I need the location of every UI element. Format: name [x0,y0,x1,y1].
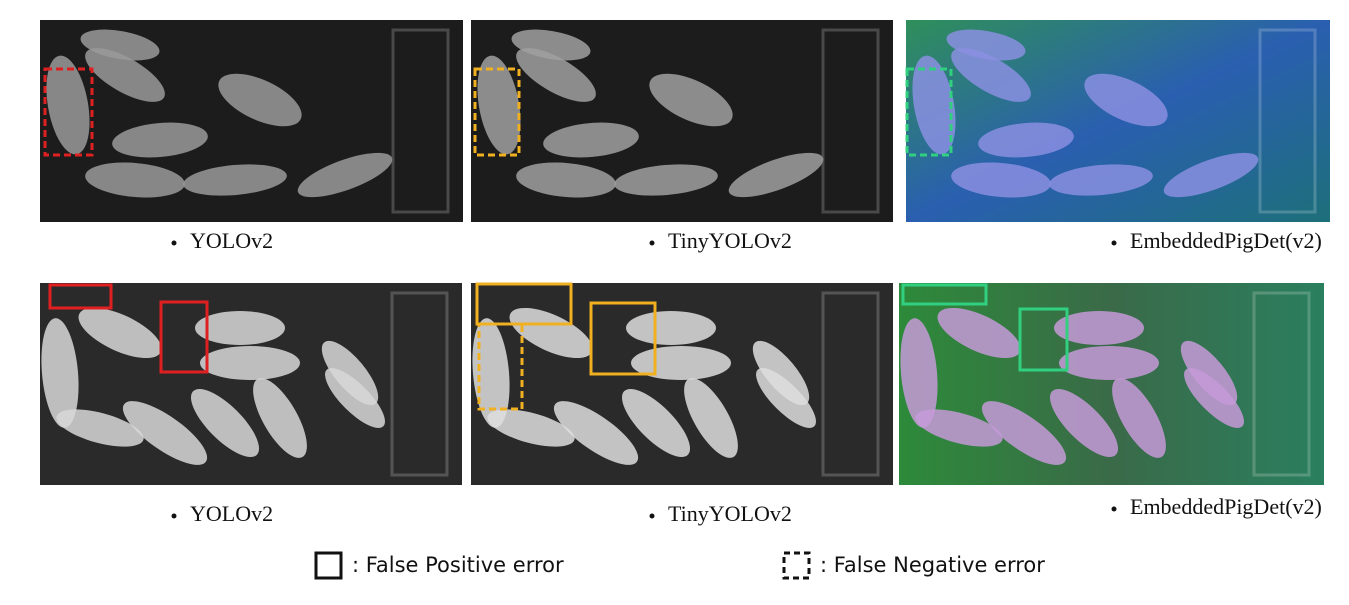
pig [684,378,738,458]
pig [951,48,1031,102]
pig [1163,152,1259,198]
panel [899,283,1324,485]
pig [728,152,824,198]
pig [516,48,596,102]
panel-caption: TinyYOLOv2 [668,501,792,526]
pig [649,73,733,127]
bullet [171,240,177,246]
pig [543,122,639,158]
pen-wall [1252,291,1311,477]
false-negative-box [473,67,521,157]
dashed-box-icon [782,551,811,580]
panel-caption: EmbeddedPigDet(v2) [1130,494,1322,519]
pig [297,152,393,198]
panel [471,20,893,222]
pig [1054,311,1144,345]
pig [112,122,208,158]
pig [477,55,521,155]
panel [905,20,1330,222]
pig [1049,388,1119,458]
false-positive-box [589,301,657,376]
pig [951,162,1051,198]
pig [614,164,718,196]
pig [621,388,691,458]
bullet [649,240,655,246]
bullet [1111,506,1117,512]
pig [218,73,302,127]
pig [46,55,90,155]
pig [900,318,938,428]
panel [40,20,463,222]
pig [509,307,593,359]
pig [978,122,1074,158]
solid-box-icon [314,551,343,580]
bullet [171,513,177,519]
false-positive-box [901,283,988,306]
false-positive-box [475,282,573,326]
pig [912,55,956,155]
false-negative-box [477,322,524,411]
pig [122,401,208,465]
false-negative-box [905,67,953,157]
pig [553,401,639,465]
pen-wall [391,28,450,214]
pig [1180,340,1238,406]
pig [981,401,1067,465]
pig [200,346,300,380]
pig [56,409,144,447]
pig [516,162,616,198]
false-positive-box [1018,307,1069,372]
pig [253,378,307,458]
pig [80,29,160,61]
pen-wall [390,291,449,477]
pig [472,318,510,428]
pig [1059,346,1159,380]
panel-caption: YOLOv2 [190,228,273,253]
panel-caption: EmbeddedPigDet(v2) [1130,228,1322,253]
pig [626,311,716,345]
pig [1112,378,1166,458]
pig [1049,164,1153,196]
panel-caption: TinyYOLOv2 [668,228,792,253]
pig [487,409,575,447]
false-positive-box [48,283,113,310]
legend-label: : False Positive error [352,553,564,577]
false-positive-box [159,300,209,374]
pen-wall [1258,28,1317,214]
pig [937,307,1021,359]
bullet [649,513,655,519]
panel [40,283,462,485]
pig [946,29,1026,61]
pig [1084,73,1168,127]
pig [915,409,1003,447]
pig [85,162,185,198]
false-negative-box [43,67,94,157]
pig [78,307,162,359]
panel-caption: YOLOv2 [190,501,273,526]
pig [195,311,285,345]
pig [321,340,379,406]
pig [183,164,287,196]
pig [85,48,165,102]
pen-wall [821,291,880,477]
pig [190,388,260,458]
pen-wall [821,28,880,214]
pig [752,340,810,406]
pig [41,318,79,428]
legend-label: : False Negative error [820,553,1045,577]
pig [511,29,591,61]
panel [471,282,893,485]
bullet [1111,240,1117,246]
